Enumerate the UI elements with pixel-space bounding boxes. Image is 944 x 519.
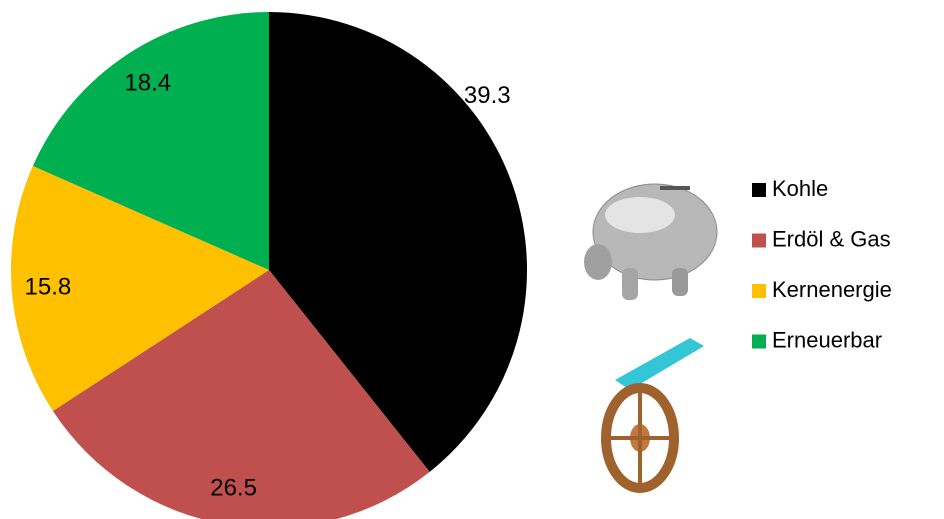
value-label: 26.5 [210, 474, 257, 501]
legend-label: Kernenergie [772, 277, 892, 302]
legend-swatch [752, 284, 766, 298]
pie-slice [32, 12, 269, 270]
value-label: 39.3 [464, 82, 511, 109]
legend-swatch [752, 334, 766, 349]
legend-label: Erneuerbar [772, 327, 882, 352]
piggy-bank-icon [584, 183, 718, 300]
pie-slice [11, 166, 269, 411]
value-label: 15.8 [25, 273, 72, 300]
value-label: 18.4 [124, 70, 171, 97]
legend-label: Kohle [772, 176, 828, 201]
legend-label: Erdöl & Gas [772, 226, 891, 251]
water-wheel-icon [601, 338, 704, 493]
legend-swatch [752, 183, 766, 197]
legend-swatch [752, 233, 766, 248]
pie-slice [269, 12, 528, 472]
pie-slice [52, 270, 430, 519]
